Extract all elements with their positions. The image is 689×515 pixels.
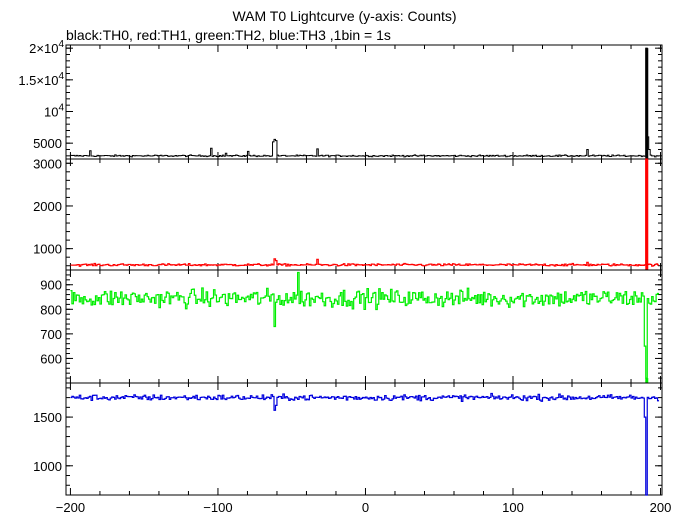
y-tick-label: 1.5×104 [18, 71, 64, 88]
panel-frame-th0 [65, 44, 663, 160]
x-tick-label: −100 [203, 500, 232, 515]
y-tick-label: 600 [40, 351, 62, 366]
y-tick-label: 5000 [33, 136, 62, 151]
y-tick-label: 2000 [33, 199, 62, 214]
y-tick-label: 700 [40, 327, 62, 342]
y-tick-label: 3000 [33, 156, 62, 171]
series-line-th3 [70, 392, 660, 496]
panel-frame-th3 [65, 382, 663, 496]
series-line-th2 [70, 271, 660, 379]
series-line-th0 [70, 47, 660, 158]
y-tick-label: 104 [44, 103, 64, 120]
y-tick-label: 1500 [33, 410, 62, 425]
y-tick-label: 1000 [33, 242, 62, 257]
y-tick-label: 2×104 [29, 39, 64, 56]
x-tick-label: 100 [502, 500, 524, 515]
y-tick-label: 1000 [33, 459, 62, 474]
y-tick-label: 800 [40, 302, 62, 317]
panel-frame-th2 [65, 269, 663, 384]
panel-frame-th1 [65, 158, 663, 271]
x-tick-label: 200 [650, 500, 672, 515]
y-tick-label: 900 [40, 278, 62, 293]
x-tick-label: 0 [362, 500, 369, 515]
series-line-th1 [70, 158, 660, 267]
chart-title: WAM T0 Lightcurve (y-axis: Counts) [232, 8, 457, 24]
chart-subtitle: black:TH0, red:TH1, green:TH2, blue:TH3 … [66, 27, 391, 43]
x-tick-label: −200 [56, 500, 85, 515]
